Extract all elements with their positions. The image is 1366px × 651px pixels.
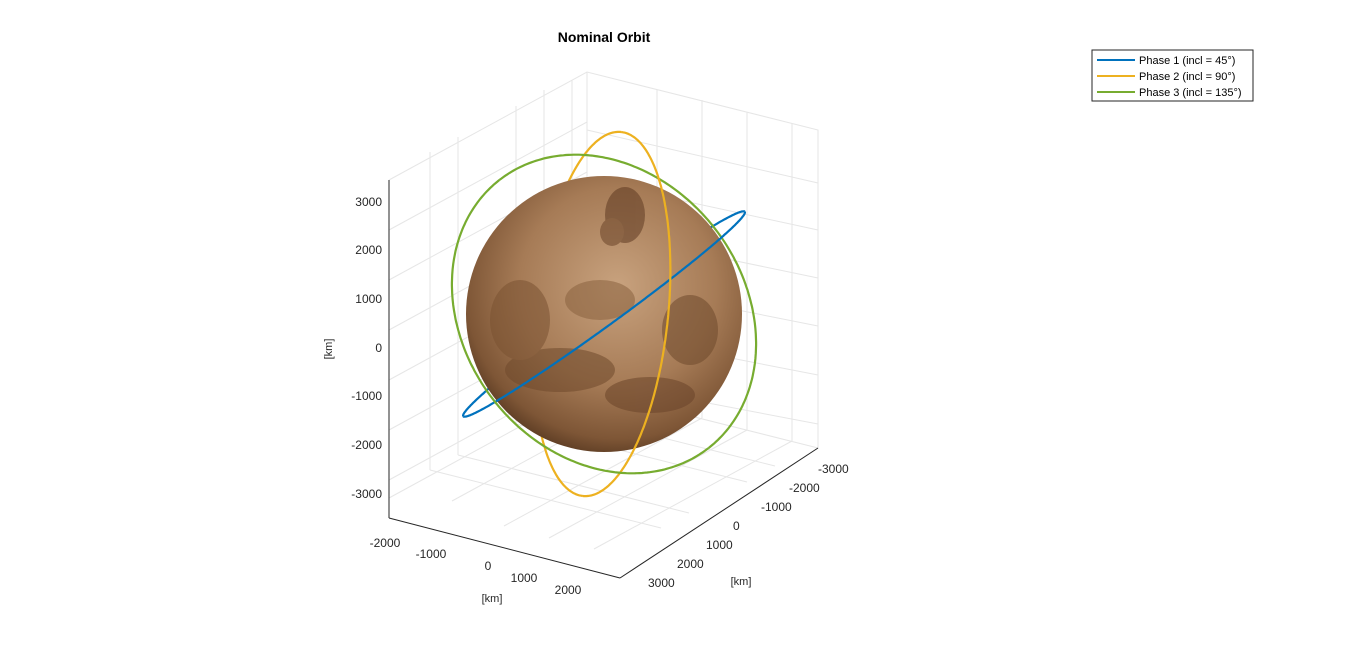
y-axis-label: [km] [731,576,752,588]
y-tick-label: 2000 [677,557,704,571]
z-axis-label: [km] [323,339,335,360]
y-tick-label: 0 [733,519,740,533]
x-tick-label: 1000 [511,571,538,585]
y-tick-label: -1000 [761,500,792,514]
y-tick-label: -2000 [789,481,820,495]
x-tick-label: 0 [485,559,492,573]
orbit-phase3-back [498,153,758,449]
orbit-phase3-front [450,179,710,475]
orbit-phase2-front [582,130,672,498]
z-tick-label: 2000 [355,243,382,257]
axes [388,180,819,579]
y-tick-label: 1000 [706,538,733,552]
x-tick-label: 2000 [555,583,582,597]
x-axis-label: [km] [482,593,503,605]
y-tick-label: 3000 [648,576,675,590]
planet-body [466,176,742,452]
z-tick-label: -1000 [351,389,382,403]
z-tick-label: 1000 [355,292,382,306]
z-tick-label: 0 [375,341,382,355]
legend-entry-phase2: Phase 2 (incl = 90°) [1139,71,1235,83]
x-tick-label: -1000 [416,547,447,561]
orbit-phase1-front [462,211,747,418]
x-tick-label: -2000 [370,536,401,550]
z-tick-label: -2000 [351,438,382,452]
z-tick-label: -3000 [351,487,382,501]
y-tick-label: -3000 [818,462,849,476]
z-tick-label: 3000 [355,195,382,209]
z-axis-ticks: 3000 2000 1000 0 -1000 -2000 -3000 [351,195,382,501]
orbits-front [450,130,747,498]
legend: Phase 1 (incl = 45°) Phase 2 (incl = 90°… [1091,49,1254,102]
legend-entry-phase1: Phase 1 (incl = 45°) [1139,55,1235,67]
x-axis-ticks: -2000 -1000 0 1000 2000 [370,536,582,597]
legend-entry-phase3: Phase 3 (incl = 135°) [1139,87,1242,99]
chart-title: Nominal Orbit [558,29,651,45]
y-axis-ticks: -3000 -2000 -1000 0 1000 2000 3000 [648,462,849,590]
